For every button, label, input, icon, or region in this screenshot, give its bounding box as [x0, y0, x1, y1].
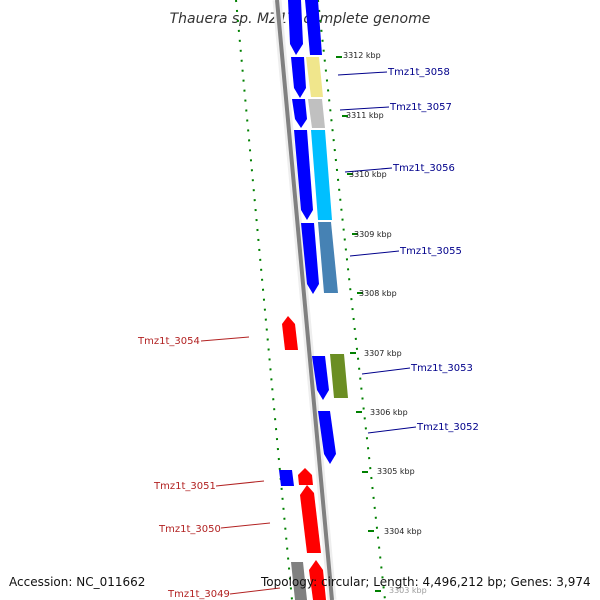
tick-labels: 3312 kbp 3311 kbp 3310 kbp 3309 kbp 3308…: [343, 51, 427, 595]
tick-label: 3308 kbp: [359, 289, 397, 298]
tick-mark-3307: [350, 352, 356, 354]
gene-label-tmz1t-3057[interactable]: Tmz1t_3057: [389, 102, 452, 113]
tick-mark-3308: [357, 292, 363, 294]
gene-label-tmz1t-3051[interactable]: Tmz1t_3051: [153, 481, 216, 492]
gene-label-tmz1t-3050[interactable]: Tmz1t_3050: [158, 524, 221, 535]
tick-label: 3306 kbp: [370, 408, 408, 417]
tick-label: 3303 kbp: [389, 586, 427, 595]
tick-label: 3311 kbp: [346, 111, 384, 120]
gene-label-tmz1t-3052[interactable]: Tmz1t_3052: [416, 422, 479, 433]
reverse-strand-genes: [282, 316, 326, 600]
outer-dotted-ring: [235, 0, 386, 600]
reverse-gene-arrow-tmz1t-3054[interactable]: [282, 316, 298, 350]
gene-labels: Tmz1t_3058 Tmz1t_3057 Tmz1t_3056 Tmz1t_3…: [137, 67, 479, 600]
gene-label-tmz1t-3053[interactable]: Tmz1t_3053: [410, 363, 473, 374]
tick-mark-3312: [336, 56, 342, 58]
tick-mark-3310: [347, 173, 353, 175]
forward-gene-arrow[interactable]: [288, 0, 303, 55]
reverse-gene-arrow-tmz1t-3049[interactable]: [309, 560, 326, 600]
tick-label: 3307 kbp: [364, 349, 402, 358]
gene-block-tmz1t-3058[interactable]: [306, 57, 323, 97]
label-leaders: [200, 71, 417, 595]
gene-label-tmz1t-3058[interactable]: Tmz1t_3058: [387, 67, 450, 78]
gene-label-tmz1t-3054[interactable]: Tmz1t_3054: [137, 336, 200, 347]
topology-text: Topology: circular; Length: 4,496,212 bp…: [261, 575, 591, 589]
tick-mark-3309: [352, 233, 358, 235]
tick-label: 3305 kbp: [377, 467, 415, 476]
reverse-gene-arrow-tmz1t-3051[interactable]: [298, 468, 313, 485]
gene-block-tmz1t-3053[interactable]: [330, 354, 348, 398]
forward-gene-arrow[interactable]: [292, 99, 307, 128]
forward-gene-arrow[interactable]: [312, 356, 329, 400]
genome-backbone: [272, 0, 337, 600]
accession-text: Accession: NC_011662: [9, 575, 146, 589]
gene-label-tmz1t-3056[interactable]: Tmz1t_3056: [392, 163, 455, 174]
gene-block-tmz1t-3055[interactable]: [318, 222, 338, 293]
tick-label: 3304 kbp: [384, 527, 422, 536]
forward-gene-arrow[interactable]: [294, 130, 313, 220]
tick-mark-3306: [356, 411, 362, 413]
tick-label: 3312 kbp: [343, 51, 381, 60]
forward-gene-arrow[interactable]: [301, 223, 319, 294]
gene-block[interactable]: [305, 0, 322, 55]
gene-label-tmz1t-3055[interactable]: Tmz1t_3055: [399, 246, 462, 257]
tick-mark-3305: [362, 471, 368, 473]
forward-gene-arrow[interactable]: [279, 470, 294, 486]
gene-label-tmz1t-3049[interactable]: Tmz1t_3049: [167, 589, 230, 600]
reverse-gene-arrow-tmz1t-3050[interactable]: [300, 485, 321, 553]
tick-label: 3310 kbp: [349, 170, 387, 179]
forward-gene-arrow[interactable]: [291, 57, 306, 98]
category-genes: [305, 0, 348, 398]
tick-mark-3304: [368, 530, 374, 532]
gene-block-grey[interactable]: [291, 562, 307, 600]
forward-strand-genes: [279, 0, 336, 486]
tick-label: 3309 kbp: [354, 230, 392, 239]
tick-mark-3311: [342, 115, 348, 117]
tick-marks: [336, 56, 381, 592]
tick-mark-3303: [375, 590, 381, 592]
gene-block-tmz1t-3057[interactable]: [308, 99, 325, 128]
forward-gene-arrow[interactable]: [318, 411, 336, 464]
gene-block-tmz1t-3056[interactable]: [311, 130, 332, 220]
